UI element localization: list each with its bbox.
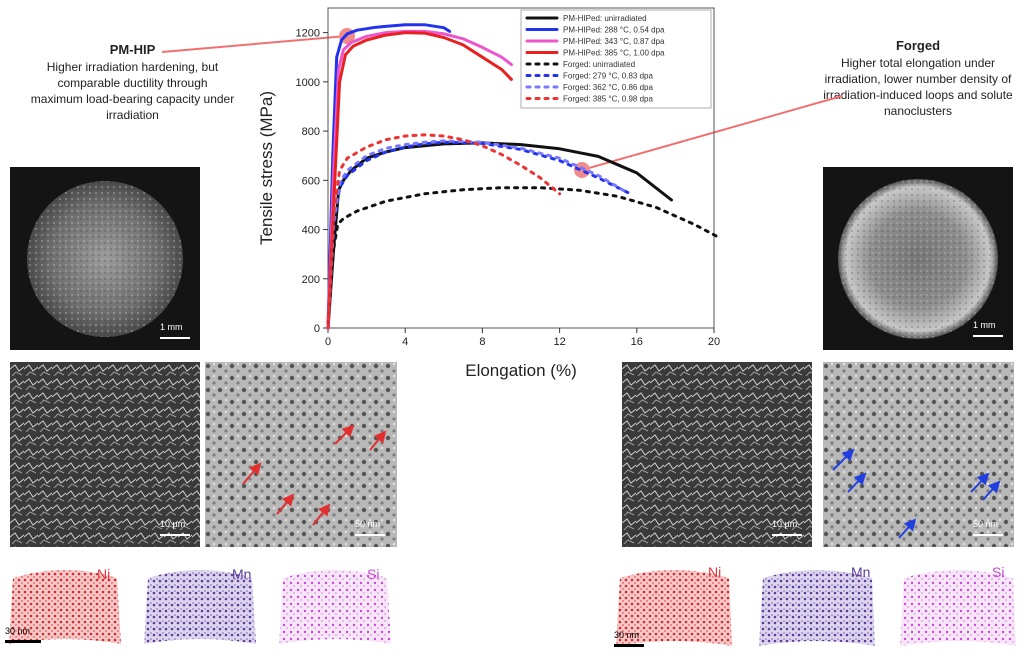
pmhip-apt-ni-label: Ni xyxy=(97,566,111,582)
pmhip-apt-mn: Mn xyxy=(140,560,260,646)
series-line-5 xyxy=(326,140,635,330)
forged-tem-scale-bar xyxy=(973,534,1003,536)
forged-annotation: Forged Higher total elongation under irr… xyxy=(820,38,1016,119)
pmhip-defect-arrows xyxy=(242,424,387,526)
y-tick-label: 1200 xyxy=(296,28,320,40)
forged-apt-si-label: Si xyxy=(992,564,1005,580)
legend-label-4: Forged: unirradiated xyxy=(563,60,635,69)
x-tick-label: 20 xyxy=(708,336,720,348)
pmhip-description: Higher irradiation hardening, but compar… xyxy=(30,60,235,122)
series-line-4 xyxy=(326,186,720,330)
plot-frame xyxy=(327,7,715,329)
forged-apt-mn-label: Mn xyxy=(851,564,871,580)
pmhip-apt-ni: Ni 30 nm xyxy=(5,560,125,646)
forged-sem-scale-label: 10 µm xyxy=(772,519,798,529)
x-tick-label: 8 xyxy=(479,336,485,348)
y-tick-label: 600 xyxy=(302,175,320,187)
series-line-3 xyxy=(326,31,513,330)
tensile-chart: 0 4 8 12 16 20020040060080010001200Elongation… xyxy=(257,7,720,380)
pmhip-annotation: PM-HIP Higher irradiation hardening, but… xyxy=(30,42,235,123)
legend-label-1: PM-HIPed: 288 °C, 0.54 dpa xyxy=(563,26,665,35)
forged-apt-mn: Mn xyxy=(755,560,880,650)
legend-box xyxy=(520,9,712,109)
legend-label-6: Forged: 362 °C, 0.86 dpa xyxy=(563,83,653,92)
pmhip-apt-si: Si xyxy=(275,560,395,646)
series-line-0 xyxy=(326,141,673,330)
pmhip-title: PM-HIP xyxy=(109,42,156,57)
legend-label-3: PM-HIPed: 385 °C, 1.00 dpa xyxy=(563,49,665,58)
forged-apt-scale-bar xyxy=(614,644,644,647)
y-tick-label: 200 xyxy=(302,274,320,286)
series-line-6 xyxy=(326,139,629,330)
pmhip-fracture-scale-bar xyxy=(160,337,190,339)
forged-apt-si: Si xyxy=(896,560,1021,650)
forged-defect-arrows xyxy=(832,448,1001,539)
pmhip-fracture-image: 1 mm xyxy=(10,167,200,350)
forged-fracture-image: 1 mm xyxy=(823,167,1013,350)
x-tick-label: 4 xyxy=(402,336,408,348)
pmhip-apt-mn-label: Mn xyxy=(232,566,252,582)
forged-apt-ni-label: Ni xyxy=(708,564,722,580)
y-tick-label: 400 xyxy=(302,225,320,237)
forged-tem-image: 50 nm xyxy=(823,362,1014,547)
legend-label-7: Forged: 385 °C, 0.98 dpa xyxy=(563,95,653,104)
forged-apt-scale-label: 30 nm xyxy=(614,630,640,640)
y-tick-label: 1000 xyxy=(296,77,320,89)
legend-label-0: PM-HIPed: unirradiated xyxy=(563,14,647,23)
x-tick-label: 0 xyxy=(325,336,331,348)
series-line-1 xyxy=(326,23,452,330)
x-tick-label: 12 xyxy=(553,336,565,348)
pmhip-tem-scale-bar xyxy=(355,534,385,536)
pmhip-fracture-scale-label: 1 mm xyxy=(160,322,183,332)
series-line-2 xyxy=(326,29,513,330)
x-axis-label: Elongation (%) xyxy=(465,361,577,380)
pmhip-apt-si-label: Si xyxy=(367,566,380,582)
y-tick-label: 0 xyxy=(314,323,320,335)
pmhip-sem-scale-bar xyxy=(160,534,190,536)
forged-tem-scale-label: 50 nm xyxy=(973,519,999,529)
pmhip-apt-scale-label: 30 nm xyxy=(5,626,31,636)
pmhip-tem-scale-label: 50 nm xyxy=(355,519,381,529)
legend-label-2: PM-HIPed: 343 °C, 0.87 dpa xyxy=(563,37,665,46)
forged-fracture-scale-label: 1 mm xyxy=(973,320,996,330)
pmhip-tem-image: 50 nm xyxy=(205,362,397,547)
pmhip-apt-scale-bar xyxy=(5,640,41,643)
pmhip-sem-image: 10 µm xyxy=(10,362,200,547)
forged-description: Higher total elongation under irradiatio… xyxy=(823,56,1013,118)
forged-title: Forged xyxy=(895,38,941,53)
forged-sem-scale-bar xyxy=(772,534,802,536)
series-line-7 xyxy=(326,133,562,330)
forged-apt-ni: Ni 30 nm xyxy=(612,560,737,650)
x-tick-label: 16 xyxy=(631,336,643,348)
forged-fracture-scale-bar xyxy=(973,335,1003,337)
y-axis-label: Tensile stress (MPa) xyxy=(257,91,276,245)
y-tick-label: 800 xyxy=(302,126,320,138)
pmhip-sem-scale-label: 10 µm xyxy=(160,519,186,529)
forged-sem-image: 10 µm xyxy=(622,362,812,547)
legend-label-5: Forged: 279 °C, 0.83 dpa xyxy=(563,72,653,81)
